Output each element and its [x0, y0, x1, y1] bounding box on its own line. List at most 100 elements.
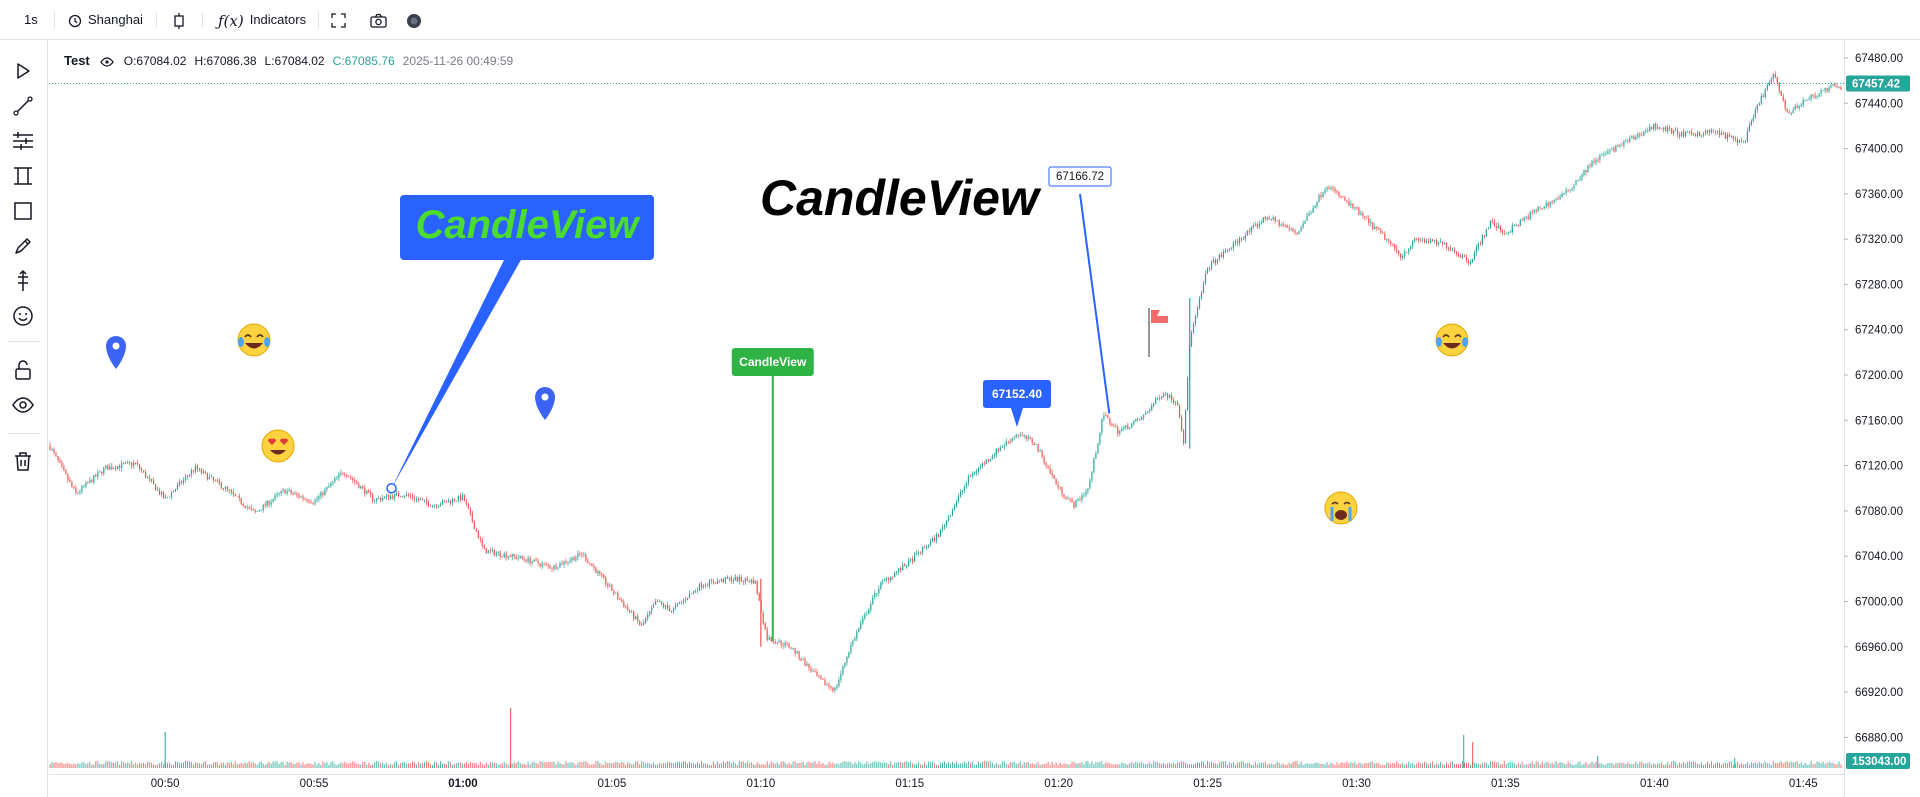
- trendline-tool-icon[interactable]: [11, 94, 35, 118]
- theme-toggle-button[interactable]: [406, 0, 428, 40]
- heart-eyes-emoji-icon-mouth: [270, 450, 286, 455]
- y-tick-label: 67080.00: [1855, 506, 1903, 518]
- crying-emoji-icon-tears: [1330, 507, 1352, 521]
- volume-badge-text: 153043.00: [1852, 756, 1906, 768]
- green-marker-text: CandleView: [739, 355, 807, 369]
- callout-text: CandleView: [415, 203, 641, 247]
- visibility-tool-icon[interactable]: [11, 393, 35, 417]
- rectangle-tool-icon[interactable]: [11, 199, 35, 223]
- x-tick-label: 01:20: [1044, 778, 1073, 790]
- lock-tool-icon[interactable]: [11, 358, 35, 382]
- heart-eyes-emoji-icon: [261, 429, 295, 463]
- screenshot-button[interactable]: [370, 0, 393, 40]
- theme-icon: [407, 13, 421, 28]
- up-candles: [51, 74, 1840, 691]
- interval-selector[interactable]: 1s: [24, 12, 38, 27]
- x-tick-label: 01:35: [1491, 778, 1520, 790]
- camera-icon: [370, 13, 387, 28]
- x-tick-label: 00:50: [151, 778, 180, 790]
- candles: [49, 71, 1842, 693]
- y-tick-label: 67480.00: [1855, 53, 1903, 65]
- y-tick-label: 67120.00: [1855, 461, 1903, 473]
- emoji-tool-icon[interactable]: [11, 304, 35, 328]
- y-tick-label: 66960.00: [1855, 642, 1903, 654]
- callout-pointer: [391, 258, 522, 489]
- fullscreen-button[interactable]: [331, 0, 352, 40]
- chart-type-button[interactable]: [172, 0, 192, 40]
- green-marker-box: [731, 348, 814, 376]
- price-label-box: [982, 380, 1051, 408]
- tears-of-joy-emoji-icon-tear: [1436, 337, 1442, 347]
- heart-eyes-emoji-icon-heart: [280, 438, 288, 445]
- eye-icon[interactable]: [100, 57, 114, 67]
- indicators-label: Indicators: [249, 12, 307, 27]
- y-tick-label: 67400.00: [1855, 144, 1903, 156]
- measure-tool-icon[interactable]: [11, 269, 35, 293]
- x-tick-label: 01:05: [598, 778, 627, 790]
- laughing-emoji-icon-mouth: [245, 343, 263, 349]
- down-candles: [49, 74, 1842, 691]
- callout-box: [400, 195, 654, 260]
- drawing-toolbar: [0, 40, 48, 797]
- cursor-tool-icon[interactable]: [11, 59, 35, 83]
- y-tick-label: 67160.00: [1855, 415, 1903, 427]
- tears-of-joy-emoji-icon-mouth: [1443, 343, 1461, 349]
- current-price-text: 67457.42: [1852, 79, 1900, 91]
- big-text-annotation: CandleView: [760, 170, 1042, 226]
- legend-high: H:67086.38: [194, 54, 257, 68]
- legend-low: L:67084.02: [264, 54, 325, 68]
- current-price-badge: [1846, 75, 1910, 92]
- volume-badge: [1846, 753, 1910, 769]
- legend-open: O:67084.02: [123, 54, 187, 68]
- tears-of-joy-emoji-icon: [1435, 323, 1469, 357]
- tears-of-joy-emoji-icon-tear: [1462, 337, 1468, 347]
- x-tick-label: 01:40: [1640, 778, 1669, 790]
- channel-tool-icon[interactable]: [11, 164, 35, 188]
- volume-bars: [49, 708, 1842, 768]
- callout-anchor: [386, 483, 397, 494]
- y-tick-label: 66880.00: [1855, 732, 1903, 744]
- top-toolbar: 1s Shanghai ƒ(x) Indicators: [0, 0, 1920, 40]
- timezone-selector[interactable]: Shanghai: [68, 0, 143, 40]
- price-note-line: [1079, 193, 1111, 414]
- x-tick-label: 01:00: [448, 778, 477, 790]
- indicators-button[interactable]: ƒ(x) Indicators: [218, 0, 306, 40]
- flag-icon: [1151, 310, 1168, 323]
- volume-down: [49, 761, 1842, 768]
- crying-emoji-icon-mouth: [1335, 510, 1347, 520]
- y-tick-label: 67320.00: [1855, 234, 1903, 246]
- trash-tool-icon[interactable]: [11, 449, 35, 473]
- laughing-emoji-icon-tear: [264, 337, 270, 347]
- location-pin-icon: [106, 336, 126, 369]
- y-tick-label: 66920.00: [1855, 687, 1903, 699]
- location-pin-icon-dot: [112, 342, 120, 350]
- up-wicks: [51, 73, 1840, 693]
- x-tick-label: 00:55: [300, 778, 329, 790]
- legend-close: C:67085.76: [332, 54, 395, 68]
- volume-up: [51, 761, 1840, 768]
- heart-eyes-emoji-icon-heart: [268, 438, 276, 445]
- location-pin-icon-dot: [541, 393, 549, 401]
- timezone-label: Shanghai: [88, 12, 143, 27]
- x-tick-label: 01:25: [1193, 778, 1222, 790]
- y-tick-label: 67240.00: [1855, 325, 1903, 337]
- price-axis: [1844, 40, 1920, 797]
- price-label-text: 67152.40: [992, 387, 1042, 401]
- y-tick-label: 67040.00: [1855, 551, 1903, 563]
- down-wicks: [49, 71, 1842, 693]
- y-tick-label: 67200.00: [1855, 370, 1903, 382]
- x-tick-label: 01:15: [895, 778, 924, 790]
- symbol-name: Test: [64, 53, 90, 68]
- fib-tool-icon[interactable]: [11, 129, 35, 153]
- brush-tool-icon[interactable]: [11, 234, 35, 258]
- x-tick-label: 01:10: [746, 778, 775, 790]
- x-tick-label: 01:30: [1342, 778, 1371, 790]
- fullscreen-icon: [331, 13, 346, 28]
- price-note-box: [1048, 166, 1112, 187]
- laughing-emoji-icon: [237, 323, 271, 357]
- y-tick-label: 67000.00: [1855, 596, 1903, 608]
- ohlc-legend: Test O:67084.02 H:67086.38 L:67084.02 C:6708…: [64, 53, 521, 68]
- candle-type-icon: [174, 12, 184, 29]
- tears-of-joy-emoji-icon-eyes: [1442, 334, 1462, 338]
